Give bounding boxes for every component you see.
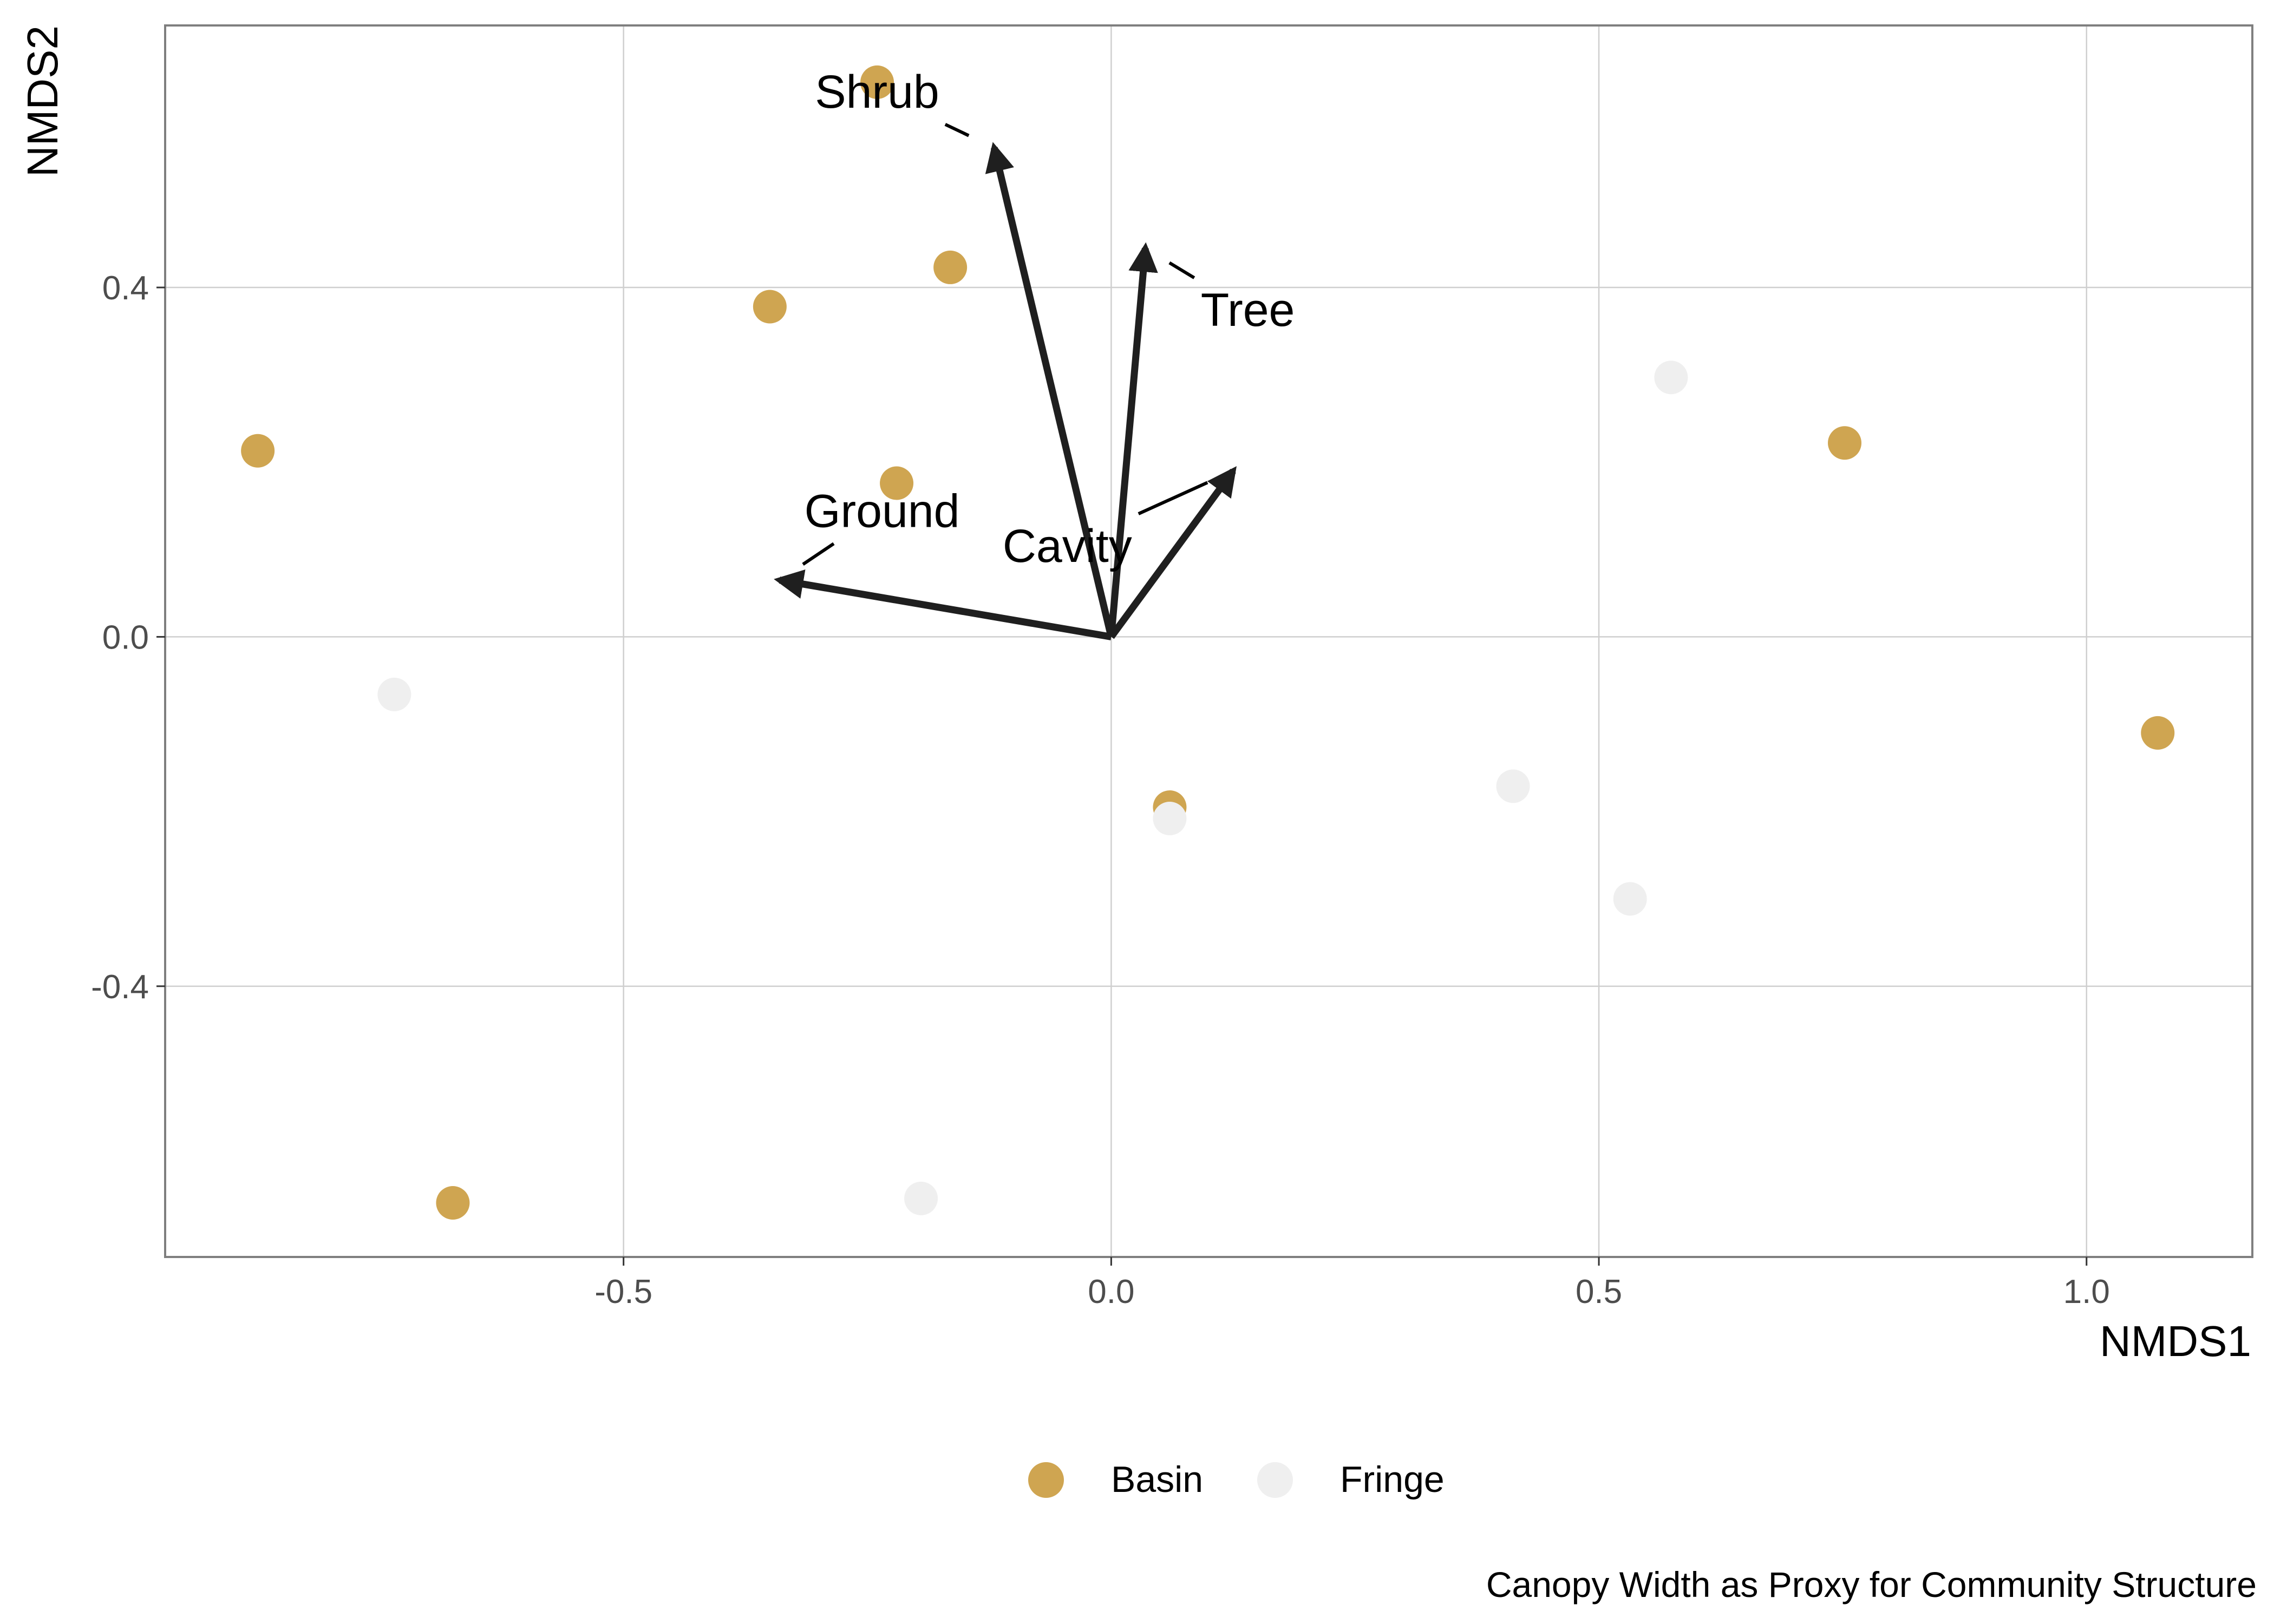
point-fringe	[904, 1181, 938, 1215]
y-tick-label: -0.4	[91, 968, 149, 1006]
vector-label-leader	[1168, 261, 1195, 279]
vector-arrows	[774, 142, 1237, 640]
x-tick-label: 1.0	[2063, 1273, 2110, 1311]
legend-label-fringe: Fringe	[1340, 1459, 1445, 1500]
point-fringe	[1654, 361, 1688, 395]
point-basin	[2141, 716, 2175, 750]
chart-caption: Canopy Width as Proxy for Community Stru…	[1486, 1564, 2257, 1605]
vector-label-leader	[1138, 481, 1208, 515]
point-basin	[880, 466, 914, 500]
data-points	[241, 65, 2175, 1220]
point-fringe	[1613, 882, 1647, 916]
vector-label-cavity: Cavity	[1003, 520, 1132, 572]
y-tick-label: 0.4	[102, 270, 149, 307]
y-axis-ticks: -0.4 0.0 0.4	[91, 270, 165, 1006]
vector-tree	[1107, 242, 1158, 638]
point-basin	[753, 290, 787, 324]
point-basin	[1828, 426, 1862, 460]
legend: Basin Fringe	[1028, 1459, 1445, 1500]
panel-border	[164, 24, 2253, 1258]
vector-cavity	[1108, 466, 1237, 639]
point-fringe	[1496, 769, 1530, 803]
vector-ground	[774, 569, 1112, 640]
y-axis-title: NMDS2	[18, 25, 67, 177]
point-basin	[241, 434, 275, 468]
point-fringe	[377, 677, 411, 711]
point-fringe	[1153, 802, 1187, 836]
vector-label-shrub: Shrub	[815, 66, 939, 118]
x-axis-title: NMDS1	[2100, 1317, 2251, 1365]
point-basin	[436, 1186, 470, 1220]
panel-background	[165, 25, 2252, 1257]
x-tick-label: 0.5	[1576, 1273, 1622, 1311]
y-tick-label: 0.0	[102, 619, 149, 656]
legend-dot-fringe	[1257, 1462, 1293, 1498]
vector-label-leader	[802, 542, 835, 566]
x-tick-label: 0.0	[1088, 1273, 1134, 1311]
grid-lines	[165, 25, 2252, 1257]
legend-dot-basin	[1028, 1462, 1064, 1498]
vector-label-leader	[944, 123, 970, 137]
vector-label-tree: Tree	[1201, 284, 1295, 336]
point-basin	[933, 250, 968, 284]
legend-label-basin: Basin	[1111, 1459, 1203, 1500]
vector-labels: Shrub Tree Ground Cavity	[802, 66, 1295, 572]
vector-shrub	[985, 142, 1115, 638]
point-basin	[860, 65, 894, 99]
vector-label-ground: Ground	[805, 485, 960, 537]
x-axis-ticks: -0.5 0.0 0.5 1.0	[594, 1257, 2110, 1311]
x-tick-label: -0.5	[594, 1273, 652, 1311]
